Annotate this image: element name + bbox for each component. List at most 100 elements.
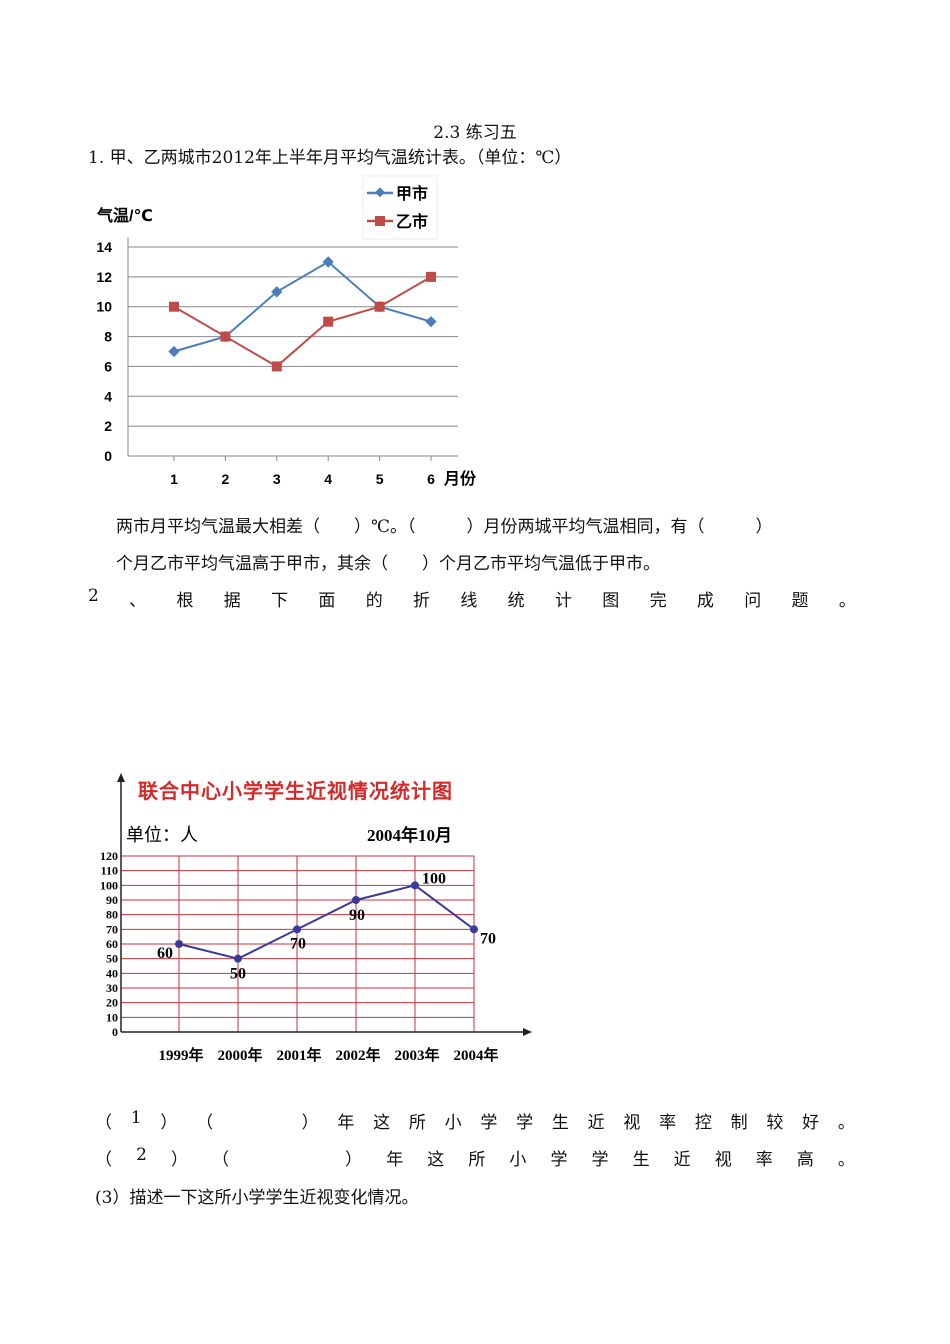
data-point-diamond <box>322 256 334 268</box>
char: 较 <box>766 1113 784 1133</box>
char: 学 <box>591 1150 609 1170</box>
data-point-diamond <box>425 315 437 328</box>
data-point-diamond <box>271 286 283 298</box>
char: 控 <box>694 1113 712 1133</box>
x-tick-label: 2 <box>222 471 230 487</box>
series-line <box>178 884 475 960</box>
char: 高 <box>796 1150 814 1170</box>
char: 率 <box>755 1150 773 1170</box>
x-tick-label: 6 <box>427 471 435 487</box>
y-tick-label: 70 <box>106 922 118 936</box>
data-point-square <box>169 301 179 312</box>
char: 率 <box>659 1113 677 1133</box>
char <box>253 1145 321 1170</box>
char: （ <box>196 1113 214 1133</box>
x-tick-label: 2001年 <box>276 1046 321 1064</box>
char: 。 <box>837 1113 855 1133</box>
legend-box <box>362 175 438 240</box>
y-tick-label: 10 <box>96 299 112 315</box>
y-tick-label: 100 <box>100 878 118 892</box>
char: 视 <box>623 1113 641 1133</box>
x-tick-label: 1999年 <box>158 1046 203 1064</box>
y-tick-label: 2 <box>104 418 112 434</box>
char: 1 <box>130 1108 142 1128</box>
y-tick-label: 0 <box>104 448 112 464</box>
y-tick-label: 4 <box>104 388 112 404</box>
legend-label: 乙市 <box>396 212 428 231</box>
data-point-square <box>271 361 282 372</box>
x-tick-label: 1 <box>170 471 178 487</box>
legend-marker <box>375 187 385 198</box>
char: 小 <box>509 1150 527 1170</box>
char: 所 <box>408 1113 426 1133</box>
data-point-diamond <box>168 345 180 358</box>
y-tick-label: 40 <box>106 966 118 980</box>
y-tick-label: 12 <box>96 269 112 285</box>
char: 学 <box>480 1113 498 1133</box>
y-tick-label: 30 <box>106 981 118 995</box>
page-title: 2.3 练习五 <box>433 123 517 143</box>
question-1: 1. 甲、乙两城市2012年上半年月平均气温统计表。（单位：℃） <box>88 148 572 168</box>
y-tick-label: 20 <box>106 996 118 1010</box>
sub-question-3: (3）描述一下这所小学学生近视变化情况。 <box>95 1188 419 1208</box>
char: 视 <box>714 1150 732 1170</box>
data-point <box>470 925 478 934</box>
char: 的 <box>365 591 383 611</box>
char: 这 <box>427 1150 445 1170</box>
char: ） <box>160 1113 178 1133</box>
data-point <box>293 925 301 934</box>
x-tick-label: 2002年 <box>335 1046 380 1064</box>
y-tick-label: 10 <box>106 1010 118 1024</box>
data-point <box>175 940 183 948</box>
data-label: 70 <box>290 935 306 952</box>
legend-label: 甲市 <box>396 184 428 203</box>
char: 生 <box>551 1113 569 1133</box>
y-tick-label: 14 <box>96 239 112 255</box>
question-1-blank-line-2: 个月乙市平均气温高于甲市，其余（ ）个月乙市平均气温低于甲市。 <box>116 554 660 574</box>
char: 、 <box>129 591 147 611</box>
char: 小 <box>444 1113 462 1133</box>
data-point <box>352 896 360 904</box>
y-tick-label: 110 <box>101 864 118 878</box>
char: （ <box>95 1113 112 1133</box>
x-tick-label: 5 <box>376 471 384 487</box>
data-point-square <box>323 316 334 327</box>
sub-question-1: （1）（ ）年这所小学学生近视率控制较好。 <box>95 1108 855 1133</box>
char: 这 <box>373 1113 391 1133</box>
char: 生 <box>632 1150 650 1170</box>
char: 学 <box>550 1150 568 1170</box>
y-tick-label: 120 <box>100 849 118 863</box>
question-1-blank-line-1: 两市月平均气温最大相差（ ）℃。（ ）月份两城平均气温相同，有（ ） <box>116 517 773 537</box>
y-tick-label: 60 <box>106 937 118 951</box>
x-tick-label: 2003年 <box>394 1046 439 1064</box>
data-point-square <box>426 271 436 282</box>
data-point <box>234 954 242 963</box>
char: ） <box>345 1150 363 1170</box>
char: 成 <box>696 591 714 611</box>
question-2: 2 、 根 据 下 面 的 折 线 统 计 图 完 成 问 题 。 <box>88 586 856 611</box>
char: 题 <box>791 591 809 611</box>
date-label: 2004年10月 <box>367 825 452 845</box>
char: 统 <box>507 591 525 611</box>
char: 年 <box>337 1113 355 1133</box>
data-label: 90 <box>349 907 365 924</box>
char: 制 <box>730 1113 748 1133</box>
char: 年 <box>386 1150 404 1170</box>
char: 面 <box>318 591 336 611</box>
char: 问 <box>744 591 762 611</box>
char: （ <box>95 1150 112 1170</box>
data-label: 100 <box>422 870 446 887</box>
x-axis-arrow <box>523 1028 532 1036</box>
unit-label: 单位：人 <box>126 825 198 845</box>
data-label: 60 <box>157 945 173 962</box>
char: 。 <box>837 1150 855 1170</box>
legend-marker <box>375 216 385 226</box>
series-line-0 <box>173 260 432 353</box>
char: 。 <box>838 591 856 611</box>
y-tick-label: 80 <box>106 908 118 922</box>
char: 据 <box>223 591 241 611</box>
char: 图 <box>602 591 620 611</box>
